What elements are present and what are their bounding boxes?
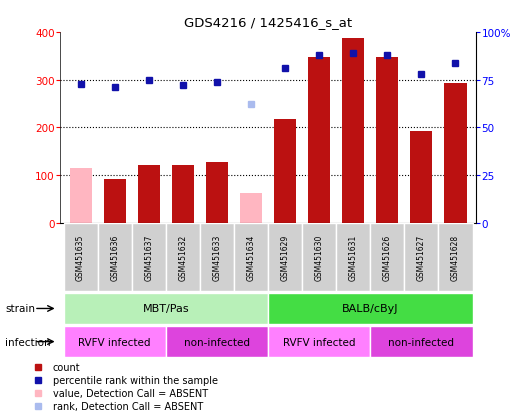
Text: RVFV infected: RVFV infected bbox=[283, 337, 356, 347]
Text: GSM451631: GSM451631 bbox=[349, 234, 358, 280]
Bar bbox=[445, 84, 467, 223]
Text: GSM451633: GSM451633 bbox=[212, 234, 221, 280]
Text: non-infected: non-infected bbox=[184, 337, 250, 347]
Bar bbox=[64, 326, 166, 357]
Bar bbox=[166, 326, 268, 357]
Bar bbox=[200, 223, 234, 291]
Bar bbox=[172, 166, 194, 223]
Text: GSM451626: GSM451626 bbox=[383, 234, 392, 280]
Bar bbox=[268, 326, 370, 357]
Text: GSM451629: GSM451629 bbox=[280, 234, 290, 280]
Bar bbox=[411, 131, 433, 223]
Text: BALB/cByJ: BALB/cByJ bbox=[342, 304, 399, 314]
Bar bbox=[104, 179, 126, 223]
Text: GSM451627: GSM451627 bbox=[417, 234, 426, 280]
Bar bbox=[302, 223, 336, 291]
Bar bbox=[376, 58, 399, 223]
Text: GSM451632: GSM451632 bbox=[178, 234, 187, 280]
Bar bbox=[342, 39, 365, 223]
Bar bbox=[240, 194, 262, 223]
Bar bbox=[404, 223, 438, 291]
Text: non-infected: non-infected bbox=[389, 337, 454, 347]
Text: percentile rank within the sample: percentile rank within the sample bbox=[53, 375, 218, 385]
Bar bbox=[64, 293, 268, 324]
Text: GSM451637: GSM451637 bbox=[144, 234, 153, 280]
Bar bbox=[438, 223, 472, 291]
Bar bbox=[234, 223, 268, 291]
Text: strain: strain bbox=[5, 304, 35, 314]
Bar bbox=[166, 223, 200, 291]
Bar bbox=[268, 223, 302, 291]
Bar bbox=[370, 326, 472, 357]
Text: GSM451635: GSM451635 bbox=[76, 234, 85, 280]
Bar bbox=[132, 223, 166, 291]
Text: GSM451628: GSM451628 bbox=[451, 234, 460, 280]
Title: GDS4216 / 1425416_s_at: GDS4216 / 1425416_s_at bbox=[184, 16, 352, 29]
Text: MBT/Pas: MBT/Pas bbox=[142, 304, 189, 314]
Bar bbox=[268, 293, 472, 324]
Bar bbox=[370, 223, 404, 291]
Text: RVFV infected: RVFV infected bbox=[78, 337, 151, 347]
Bar bbox=[336, 223, 370, 291]
Bar bbox=[70, 169, 92, 223]
Bar bbox=[308, 58, 330, 223]
Bar bbox=[138, 166, 160, 223]
Text: rank, Detection Call = ABSENT: rank, Detection Call = ABSENT bbox=[53, 401, 203, 411]
Text: GSM451636: GSM451636 bbox=[110, 234, 119, 280]
Bar bbox=[64, 223, 98, 291]
Text: GSM451630: GSM451630 bbox=[315, 234, 324, 280]
Text: value, Detection Call = ABSENT: value, Detection Call = ABSENT bbox=[53, 388, 208, 398]
Bar bbox=[206, 162, 228, 223]
Text: GSM451634: GSM451634 bbox=[246, 234, 256, 280]
Bar bbox=[274, 119, 296, 223]
Text: infection: infection bbox=[5, 337, 51, 347]
Text: count: count bbox=[53, 362, 80, 372]
Bar bbox=[98, 223, 132, 291]
